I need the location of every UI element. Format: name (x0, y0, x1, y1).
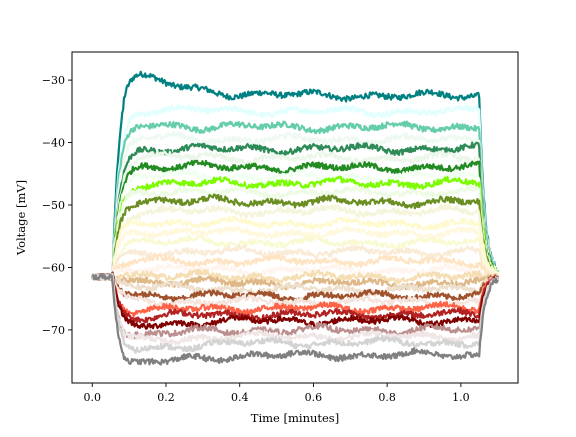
voltage-trace-21 (92, 273, 499, 297)
x-axis: 0.0 0.2 0.4 0.6 0.8 1.0 (84, 383, 470, 404)
voltage-trace-11 (91, 193, 499, 281)
x-axis-label: Time [minutes] (251, 411, 339, 425)
voltage-trace-3 (91, 120, 499, 281)
voltage-trace-30 (91, 272, 499, 366)
x-tick-label: 0.4 (231, 391, 249, 404)
voltage-trace-15 (91, 234, 498, 284)
voltage-trace-9 (91, 175, 499, 281)
y-tick-label: −60 (42, 261, 65, 274)
y-tick-label: −70 (42, 324, 65, 337)
y-axis: −70 −60 −50 −40 −30 (42, 74, 72, 337)
x-tick-label: 0.8 (378, 391, 396, 404)
voltage-trace-12 (91, 203, 499, 281)
x-tick-label: 1.0 (452, 391, 470, 404)
voltage-trace-8 (91, 169, 499, 281)
voltage-trace-19 (92, 268, 499, 285)
x-tick-label: 0.0 (84, 391, 102, 404)
voltage-trace-1 (91, 70, 499, 283)
voltage-trace-24 (91, 273, 499, 318)
voltage-trace-17 (91, 253, 499, 281)
voltage-trace-27 (91, 272, 499, 340)
y-tick-label: −50 (42, 199, 65, 212)
voltage-trace-7 (91, 159, 499, 281)
x-tick-label: 0.6 (305, 391, 323, 404)
y-tick-label: −30 (42, 74, 65, 87)
trace-group (91, 70, 499, 366)
voltage-trace-6 (91, 149, 499, 282)
voltage-trace-2 (91, 103, 499, 281)
voltage-trace-13 (91, 215, 499, 281)
voltage-trace-14 (92, 225, 499, 281)
y-axis-label: Voltage [mV] (14, 180, 28, 256)
x-tick-label: 0.2 (157, 391, 175, 404)
voltage-trace-26 (91, 271, 499, 330)
plot-frame (71, 51, 519, 384)
voltage-trace-25 (91, 273, 499, 324)
voltage-trace-5 (92, 141, 499, 281)
y-tick-label: −40 (42, 137, 65, 150)
voltage-trace-28 (91, 273, 499, 346)
voltage-trace-18 (91, 262, 499, 281)
voltage-trace-4 (91, 130, 499, 281)
voltage-trace-29 (91, 272, 499, 354)
